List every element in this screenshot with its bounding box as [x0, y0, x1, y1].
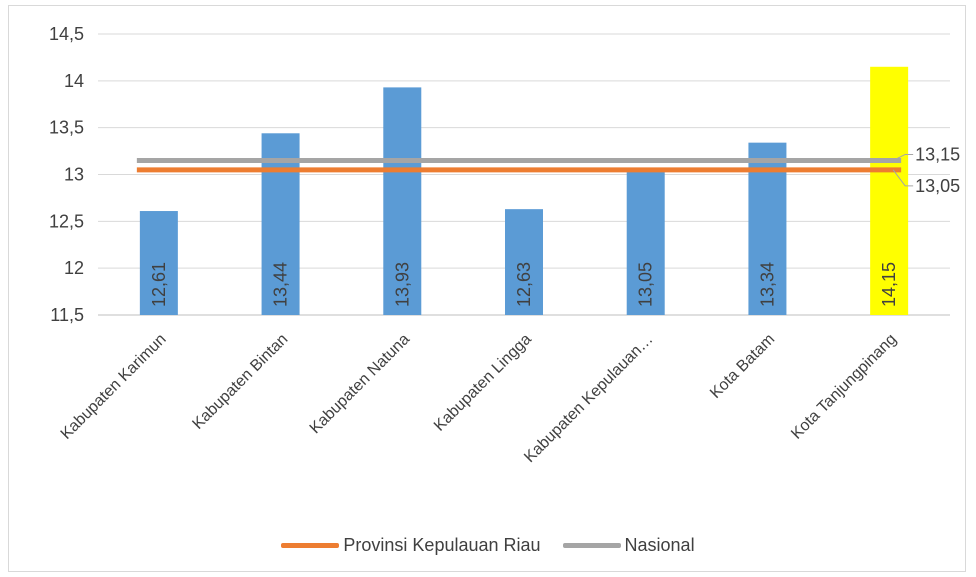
- reference-leader: [892, 169, 914, 187]
- legend-label-nasional: Nasional: [624, 534, 695, 555]
- bar: [870, 66, 909, 316]
- y-tick-label: 11,5: [50, 305, 84, 325]
- bar-data-label: 14,15: [879, 262, 899, 307]
- bars: 12,61 13,44 13,93 12,63 13,05 13,34 14,15: [139, 66, 909, 316]
- x-axis-categories: Kabupaten Karimun Kabupaten Bintan Kabupat…: [58, 331, 900, 466]
- bar: [383, 87, 422, 315]
- bar: [139, 211, 178, 315]
- x-category-label: Kabupaten Kepulauan…: [521, 331, 656, 466]
- x-category-label: Kabupaten Karimun: [58, 331, 170, 443]
- legend: Provinsi Kepulauan Riau Nasional: [0, 531, 976, 559]
- bar-data-label: 13,05: [636, 262, 656, 307]
- x-category-label: Kota Batam: [707, 331, 778, 402]
- legend-item-provinsi: Provinsi Kepulauan Riau: [281, 534, 541, 556]
- x-category-label: Kabupaten Lingga: [431, 331, 535, 435]
- bar-data-label: 12,61: [149, 262, 169, 307]
- bar-data-label: 13,34: [757, 262, 777, 307]
- legend-swatch-nasional: [562, 542, 621, 548]
- legend-label-provinsi: Provinsi Kepulauan Riau: [343, 534, 541, 555]
- reference-leader: [892, 153, 914, 161]
- gridlines: [98, 33, 950, 316]
- x-category-label: Kabupaten Bintan: [189, 331, 291, 433]
- y-tick-label: 14: [64, 71, 84, 91]
- bar-data-label: 12,63: [514, 262, 534, 307]
- x-category-label: Kota Tanjungpinang: [788, 331, 900, 443]
- bar-data-label: 13,44: [271, 262, 291, 307]
- y-tick-label: 12,5: [49, 211, 84, 231]
- y-tick-label: 12: [64, 258, 84, 278]
- legend-swatch-provinsi: [281, 542, 340, 548]
- y-tick-label: 13,5: [49, 118, 84, 138]
- bar: [626, 169, 665, 315]
- reference-value-label: 13,05: [915, 176, 960, 196]
- y-tick-label: 13: [64, 165, 84, 185]
- bar-data-label: 13,93: [392, 262, 412, 307]
- legend-item-nasional: Nasional: [562, 534, 695, 556]
- bar: [261, 133, 300, 315]
- reference-lines: 13,15 13,05: [136, 144, 960, 196]
- y-tick-label: 14,5: [49, 24, 84, 44]
- reference-value-label: 13,15: [915, 144, 960, 164]
- bar: [505, 209, 543, 315]
- x-category-label: Kabupaten Natuna: [307, 331, 413, 437]
- y-axis-ticks: 11,5 12 12,5 13 13,5 14 14,5: [49, 24, 84, 325]
